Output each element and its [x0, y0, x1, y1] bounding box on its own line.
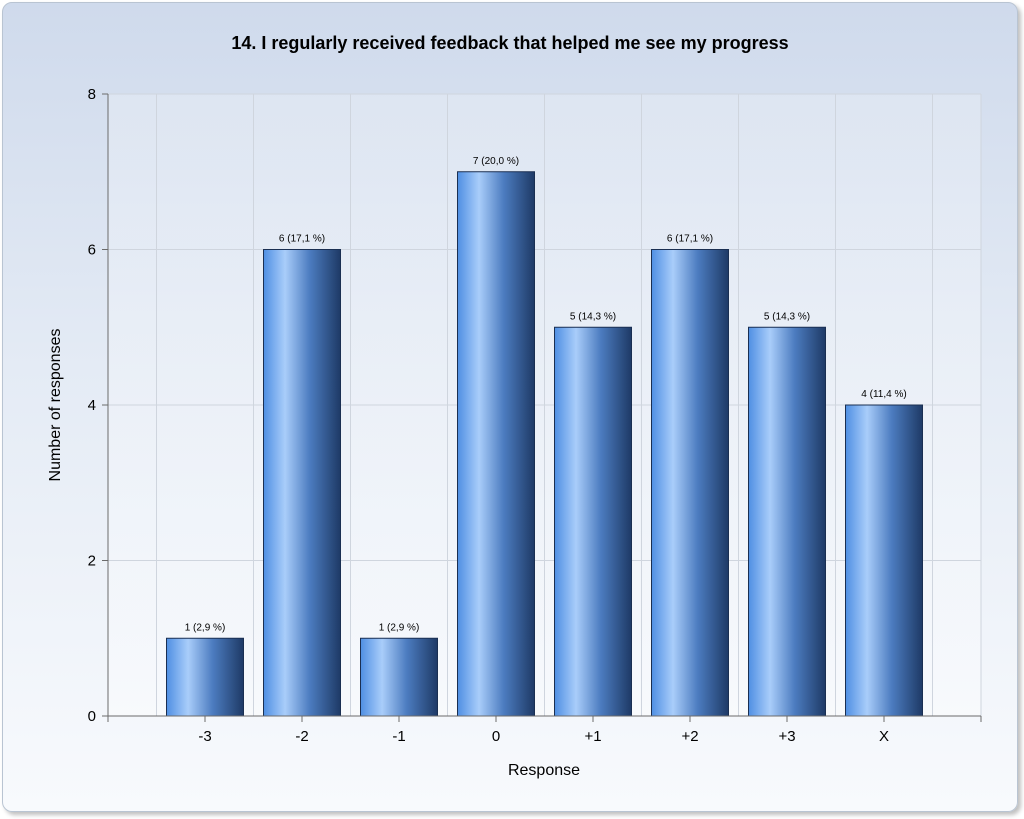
data-labels: 1 (2,9 %) 6 (17,1 %) 1 (2,9 %) 7 (20,0 %) 5 …	[185, 156, 907, 634]
bar-data-label: 7 (20,0 %)	[473, 156, 519, 167]
y-tick-label: 0	[88, 708, 96, 725]
x-tick-label: +1	[584, 728, 601, 745]
bar	[360, 637, 438, 717]
bar	[263, 249, 341, 717]
bar-data-label: 6 (17,1 %)	[279, 234, 325, 245]
y-tick-label: 8	[88, 86, 96, 103]
bar-data-label: 1 (2,9 %)	[379, 622, 420, 633]
y-tick-label: 4	[88, 397, 96, 414]
x-tick-label: -1	[392, 728, 405, 745]
bar	[166, 637, 244, 717]
bar-data-label: 1 (2,9 %)	[185, 622, 226, 633]
chart-title: 14. I regularly received feedback that h…	[231, 33, 788, 53]
bar-data-label: 5 (14,3 %)	[570, 311, 616, 322]
bar	[651, 249, 729, 717]
y-axis-title: Number of responses	[47, 329, 64, 482]
bar	[457, 171, 535, 717]
x-tick-label: -2	[295, 728, 308, 745]
bar-data-label: 6 (17,1 %)	[667, 234, 713, 245]
y-tick-label: 6	[88, 242, 96, 259]
x-tick-label: +2	[681, 728, 698, 745]
bar-data-label: 5 (14,3 %)	[764, 311, 810, 322]
x-axis-title: Response	[508, 762, 580, 779]
x-tick-label: X	[879, 728, 889, 745]
axes: 0 2 4 6 8 -3 -2 -1 0 +1 +2 +3 X	[88, 86, 982, 745]
bar	[845, 404, 923, 717]
bar-data-label: 4 (11,4 %)	[861, 389, 906, 400]
x-tick-label: +3	[778, 728, 795, 745]
grid-lines	[108, 93, 982, 716]
x-tick-label: -3	[198, 728, 211, 745]
bar	[748, 326, 826, 717]
x-tick-label: 0	[492, 728, 500, 745]
bar	[554, 326, 632, 717]
y-tick-label: 2	[88, 553, 96, 570]
bars	[166, 171, 923, 717]
